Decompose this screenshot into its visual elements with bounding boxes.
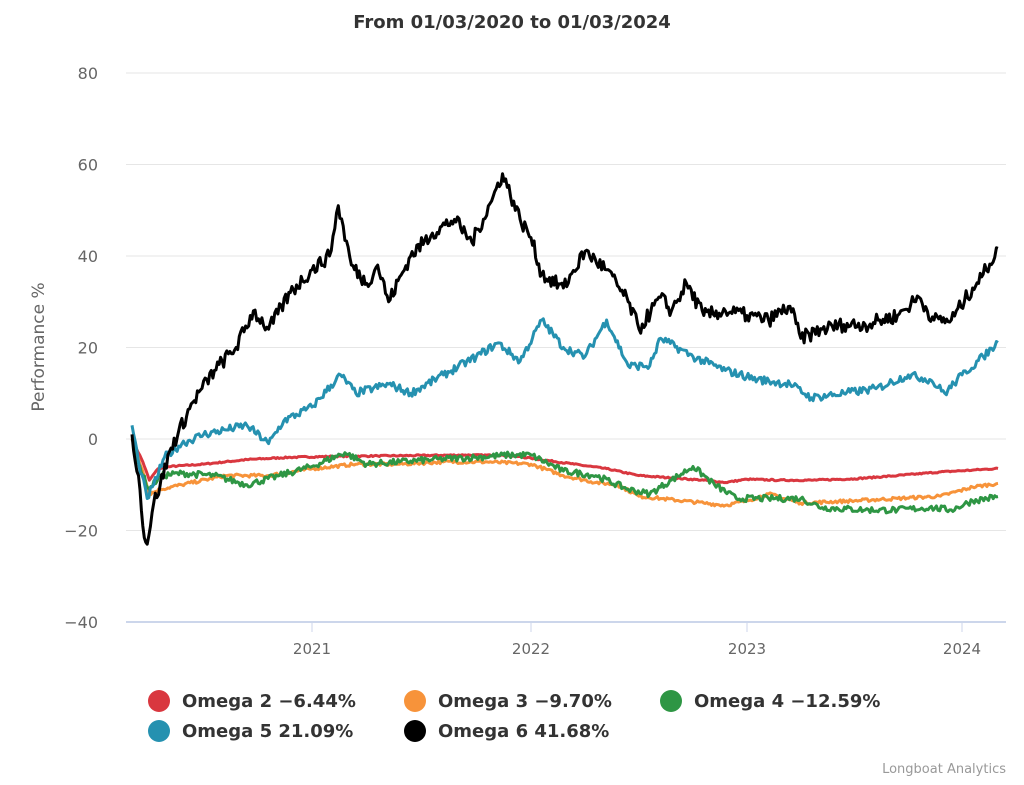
- grid-lines: [126, 72, 1006, 531]
- y-tick-label: 80: [78, 64, 98, 83]
- legend-label: Omega 5 21.09%: [182, 720, 354, 742]
- y-tick-label: 0: [88, 430, 98, 449]
- legend-item-omega-3[interactable]: Omega 3 −9.70%: [404, 690, 612, 712]
- y-tick-label: 60: [78, 156, 98, 175]
- legend-item-omega-2[interactable]: Omega 2 −6.44%: [148, 690, 356, 712]
- series-line-omega-4[interactable]: [130, 438, 999, 515]
- legend-label: Omega 4 −12.59%: [694, 690, 881, 712]
- legend-marker-icon: [660, 690, 682, 712]
- x-tick-label: 2021: [293, 640, 331, 658]
- y-axis-label: Performance %: [29, 282, 49, 411]
- legend-label: Omega 2 −6.44%: [182, 690, 356, 712]
- x-tick-label: 2023: [728, 640, 766, 658]
- legend-marker-icon: [404, 690, 426, 712]
- series-line-omega-5[interactable]: [130, 317, 999, 500]
- legend-label: Omega 3 −9.70%: [438, 690, 612, 712]
- legend-label: Omega 6 41.68%: [438, 720, 610, 742]
- chart-plot-area: 80 60 40 20 0 −20 −40 2021 2022 2023 2024 Perform…: [29, 64, 1006, 658]
- y-tick-label: −20: [64, 522, 98, 541]
- y-tick-label: 40: [78, 247, 98, 266]
- legend-item-omega-4[interactable]: Omega 4 −12.59%: [660, 690, 880, 712]
- legend-marker-icon: [148, 690, 170, 712]
- x-tick-label: 2024: [943, 640, 981, 658]
- legend-item-omega-6[interactable]: Omega 6 41.68%: [404, 720, 609, 742]
- series-line-omega-6[interactable]: [130, 172, 999, 546]
- legend-marker-icon: [148, 720, 170, 742]
- y-axis-ticks: 80 60 40 20 0 −20 −40: [64, 64, 98, 632]
- credits-link[interactable]: Longboat Analytics: [882, 762, 1006, 777]
- series-line-omega-3[interactable]: [130, 438, 999, 508]
- series-line-omega-2[interactable]: [130, 438, 999, 485]
- y-tick-label: 20: [78, 339, 98, 358]
- x-tick-label: 2022: [512, 640, 550, 658]
- y-tick-label: −40: [64, 613, 98, 632]
- x-axis: 2021 2022 2023 2024: [126, 621, 1006, 658]
- legend-item-omega-5[interactable]: Omega 5 21.09%: [148, 720, 353, 742]
- chart-title: From 01/03/2020 to 01/03/2024: [353, 12, 671, 33]
- legend-marker-icon: [404, 720, 426, 742]
- series-lines: [130, 172, 999, 546]
